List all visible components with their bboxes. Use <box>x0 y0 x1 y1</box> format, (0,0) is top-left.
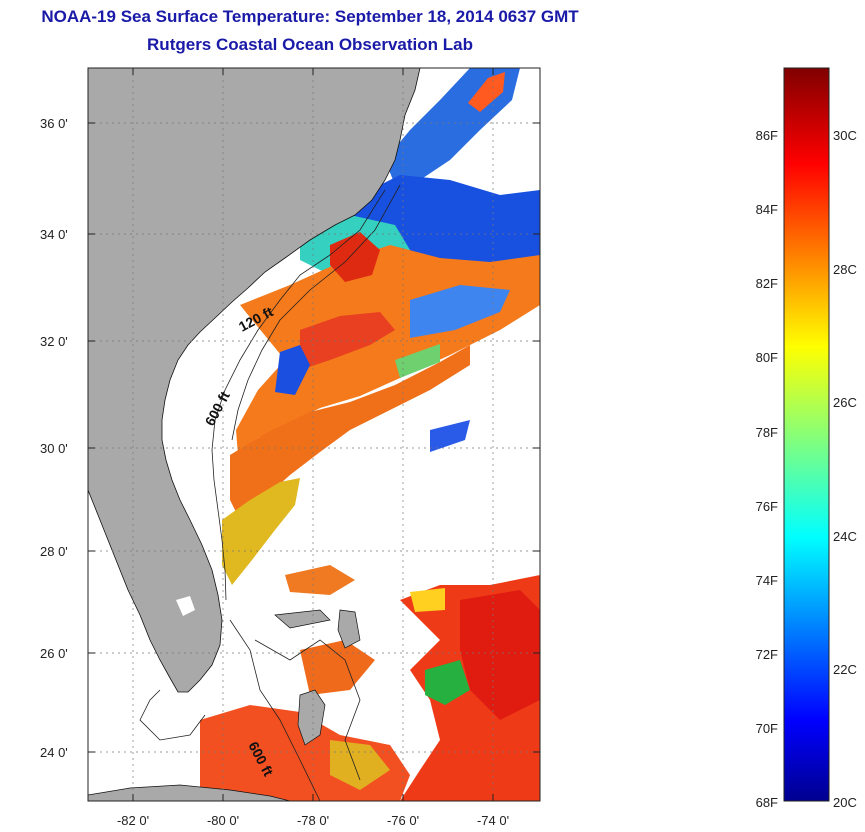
axis-ticks <box>88 68 540 801</box>
colorbar-f-72: 72F <box>756 647 778 662</box>
colorbar-c-22: 22C <box>833 662 857 677</box>
lat-label-28: 28 0' <box>40 544 68 559</box>
map-frame <box>87 67 541 802</box>
colorbar-f-86: 86F <box>756 128 778 143</box>
lat-label-30: 30 0' <box>40 441 68 456</box>
colorbar-f-74: 74F <box>756 573 778 588</box>
sst-data-layer <box>222 68 540 585</box>
map-grid <box>88 68 540 801</box>
colorbar-c-20: 20C <box>833 795 857 810</box>
colorbar-f-70: 70F <box>756 721 778 736</box>
lon-label-74: -74 0' <box>477 813 509 828</box>
colorbar-f-68: 68F <box>756 795 778 810</box>
colorbar-c-26: 26C <box>833 395 857 410</box>
colorbar-c-28: 28C <box>833 262 857 277</box>
lon-label-78: -78 0' <box>297 813 329 828</box>
colorbar-c-24: 24C <box>833 529 857 544</box>
land-cuba <box>88 784 291 801</box>
lat-label-36: 36 0' <box>40 116 68 131</box>
colorbar-f-84: 84F <box>756 202 778 217</box>
colorbar <box>783 67 830 802</box>
map-title: NOAA-19 Sea Surface Temperature: Septemb… <box>41 7 579 26</box>
land-mainland <box>88 68 421 693</box>
bathymetry-contours <box>139 184 401 801</box>
lat-label-26: 26 0' <box>40 646 68 661</box>
colorbar-f-78: 78F <box>756 425 778 440</box>
colorbar-f-82: 82F <box>756 276 778 291</box>
land-andros <box>297 689 326 746</box>
land-grand-bahama <box>274 609 331 629</box>
lon-label-82: -82 0' <box>117 813 149 828</box>
colorbar-f-76: 76F <box>756 499 778 514</box>
lon-label-76: -76 0' <box>387 813 419 828</box>
lake-okeechobee <box>176 596 195 616</box>
lat-label-32: 32 0' <box>40 334 68 349</box>
map-subtitle: Rutgers Coastal Ocean Observation Lab <box>147 35 473 54</box>
colorbar-f-80: 80F <box>756 350 778 365</box>
land-abaco <box>337 609 361 649</box>
lat-label-34: 34 0' <box>40 227 68 242</box>
colorbar-c-30: 30C <box>833 128 857 143</box>
lat-label-24: 24 0' <box>40 745 68 760</box>
lon-label-80: -80 0' <box>207 813 239 828</box>
sst-data-layer-south <box>200 565 540 801</box>
